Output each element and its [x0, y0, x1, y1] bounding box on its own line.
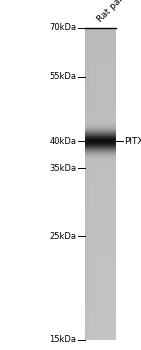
Text: 15kDa: 15kDa: [49, 335, 76, 344]
Text: PITX1: PITX1: [124, 136, 141, 146]
Text: 40kDa: 40kDa: [49, 136, 76, 146]
Text: 55kDa: 55kDa: [49, 72, 76, 81]
Text: 35kDa: 35kDa: [49, 164, 76, 173]
Text: 25kDa: 25kDa: [49, 232, 76, 241]
Text: 70kDa: 70kDa: [49, 23, 76, 33]
Text: Rat pancreas: Rat pancreas: [95, 0, 141, 25]
